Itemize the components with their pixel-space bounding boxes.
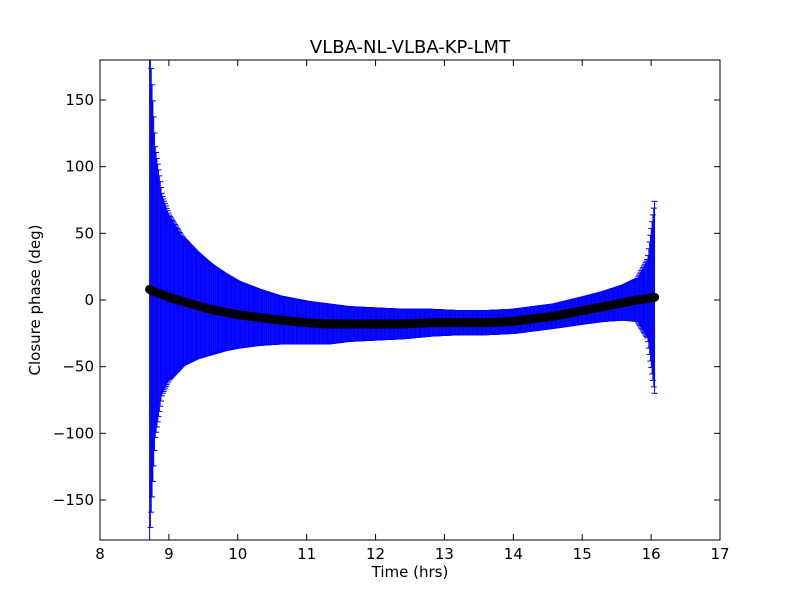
- x-tick-label: 15: [573, 545, 592, 563]
- x-tick-label: 14: [504, 545, 523, 563]
- y-tick-label: −100: [53, 424, 94, 442]
- x-tick-label: 8: [95, 545, 105, 563]
- x-tick-label: 10: [228, 545, 247, 563]
- y-axis-ticks: −150 −100 −50 0 50 100 150: [53, 91, 720, 509]
- y-axis-label: Closure phase (deg): [26, 225, 44, 376]
- chart-title: VLBA-NL-VLBA-KP-LMT: [310, 37, 511, 58]
- y-tick-label: 0: [84, 291, 94, 309]
- x-axis-label: Time (hrs): [371, 563, 449, 581]
- x-tick-label: 11: [297, 545, 316, 563]
- y-tick-label: 100: [65, 158, 94, 176]
- x-tick-label: 13: [435, 545, 454, 563]
- data-point: [650, 292, 660, 302]
- marker-group: [145, 284, 660, 329]
- x-tick-label: 17: [710, 545, 729, 563]
- y-tick-label: −150: [53, 491, 94, 509]
- x-tick-label: 16: [642, 545, 661, 563]
- x-tick-label: 9: [164, 545, 174, 563]
- x-axis-ticks: 8 9 10 11 12 13 14 15 16 17: [95, 60, 730, 563]
- y-tick-label: 50: [75, 224, 94, 242]
- x-tick-label: 12: [366, 545, 385, 563]
- y-tick-label: 150: [65, 91, 94, 109]
- y-tick-label: −50: [62, 358, 94, 376]
